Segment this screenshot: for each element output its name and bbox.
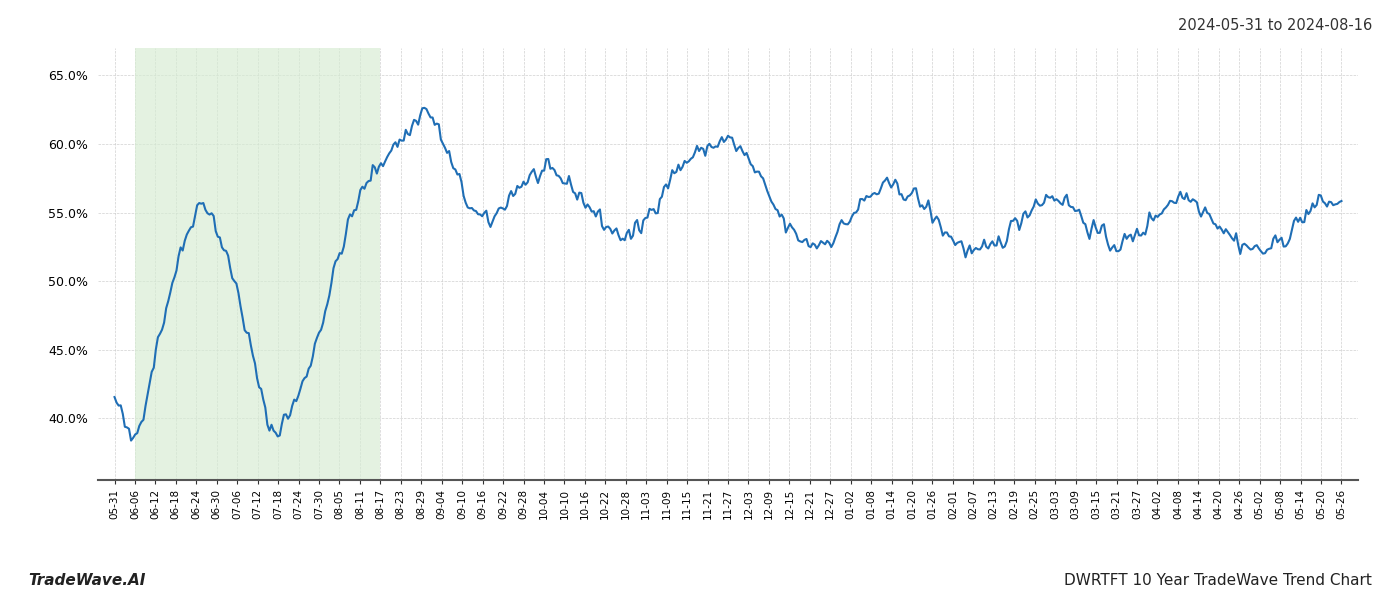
Text: 2024-05-31 to 2024-08-16: 2024-05-31 to 2024-08-16 xyxy=(1177,18,1372,33)
Text: DWRTFT 10 Year TradeWave Trend Chart: DWRTFT 10 Year TradeWave Trend Chart xyxy=(1064,573,1372,588)
Text: TradeWave.AI: TradeWave.AI xyxy=(28,573,146,588)
Bar xyxy=(134,48,381,480)
